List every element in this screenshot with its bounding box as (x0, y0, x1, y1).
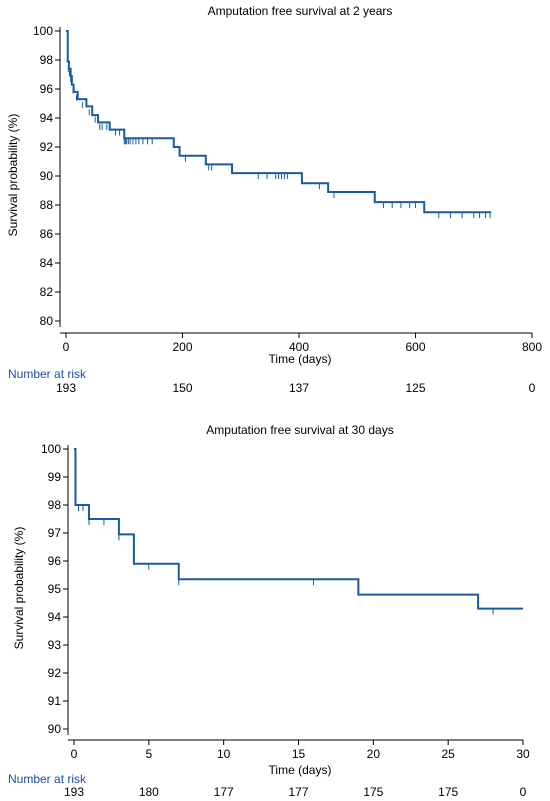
risk-table: 193 180 177 177 175 175 0 (64, 785, 527, 799)
y-tick-label: 80 (40, 314, 54, 328)
axes (63, 445, 524, 745)
chart-2-years: Amputation free survival at 2 years Surv… (6, 4, 542, 395)
risk-value: 0 (529, 381, 536, 395)
y-tick-label: 94 (40, 111, 54, 125)
chart-title: Amputation free survival at 30 days (206, 423, 393, 437)
y-tick-label: 82 (40, 285, 54, 299)
risk-value: 150 (172, 381, 192, 395)
risk-value: 0 (520, 785, 527, 799)
risk-value: 177 (214, 785, 234, 799)
y-tick-label: 96 (48, 554, 62, 568)
risk-table: 193 150 137 125 0 (56, 381, 536, 395)
y-axis-label: Survival probability (%) (6, 114, 20, 237)
y-tick-label: 94 (48, 610, 62, 624)
chart-30-days: Amputation free survival at 30 days Surv… (8, 423, 530, 799)
x-tick-label: 400 (289, 340, 309, 354)
risk-value: 137 (289, 381, 309, 395)
risk-value: 175 (363, 785, 383, 799)
y-tick-label: 93 (48, 638, 62, 652)
y-tick-label: 100 (41, 442, 61, 456)
y-tick-label: 90 (48, 722, 62, 736)
y-tick-label: 98 (48, 498, 62, 512)
risk-table-label: Number at risk (8, 772, 87, 786)
x-tick-label: 5 (145, 747, 152, 761)
y-tick-label: 99 (48, 470, 62, 484)
survival-curve (74, 448, 523, 610)
risk-value: 175 (438, 785, 458, 799)
risk-value: 125 (405, 381, 425, 395)
chart-title: Amputation free survival at 2 years (208, 4, 393, 18)
x-tick-label: 0 (71, 747, 78, 761)
risk-value: 180 (139, 785, 159, 799)
tick-labels: 90 91 92 93 94 95 96 97 98 99 100 0 5 10 15 20 25 30 (41, 442, 530, 761)
y-tick-label: 92 (40, 140, 54, 154)
y-tick-label: 86 (40, 227, 54, 241)
y-tick-label: 97 (48, 526, 62, 540)
x-axis-label: Time (days) (269, 352, 332, 366)
y-tick-label: 95 (48, 582, 62, 596)
y-tick-label: 91 (48, 694, 62, 708)
risk-value: 193 (56, 381, 76, 395)
axes (55, 27, 533, 338)
x-tick-label: 0 (63, 340, 70, 354)
y-tick-label: 88 (40, 198, 54, 212)
survival-series (74, 448, 523, 615)
survival-curve (66, 30, 492, 214)
risk-table-label: Number at risk (8, 367, 87, 381)
x-tick-label: 10 (217, 747, 231, 761)
y-tick-label: 90 (40, 169, 54, 183)
y-tick-label: 84 (40, 256, 54, 270)
x-tick-label: 20 (367, 747, 381, 761)
x-tick-label: 25 (441, 747, 455, 761)
risk-value: 177 (288, 785, 308, 799)
y-axis-label: Survival probability (%) (12, 527, 26, 650)
survival-series (66, 30, 492, 219)
y-tick-label: 100 (33, 24, 53, 38)
x-tick-label: 15 (292, 747, 306, 761)
x-tick-label: 600 (405, 340, 425, 354)
x-axis-label: Time (days) (269, 763, 332, 777)
y-tick-label: 96 (40, 82, 54, 96)
risk-value: 193 (64, 785, 84, 799)
y-tick-label: 92 (48, 666, 62, 680)
tick-labels: 80 82 84 86 88 90 92 94 96 98 100 0 200 400 600 800 (33, 24, 542, 354)
x-tick-label: 200 (172, 340, 192, 354)
y-tick-label: 98 (40, 53, 54, 67)
x-tick-label: 30 (516, 747, 530, 761)
x-tick-label: 800 (522, 340, 542, 354)
